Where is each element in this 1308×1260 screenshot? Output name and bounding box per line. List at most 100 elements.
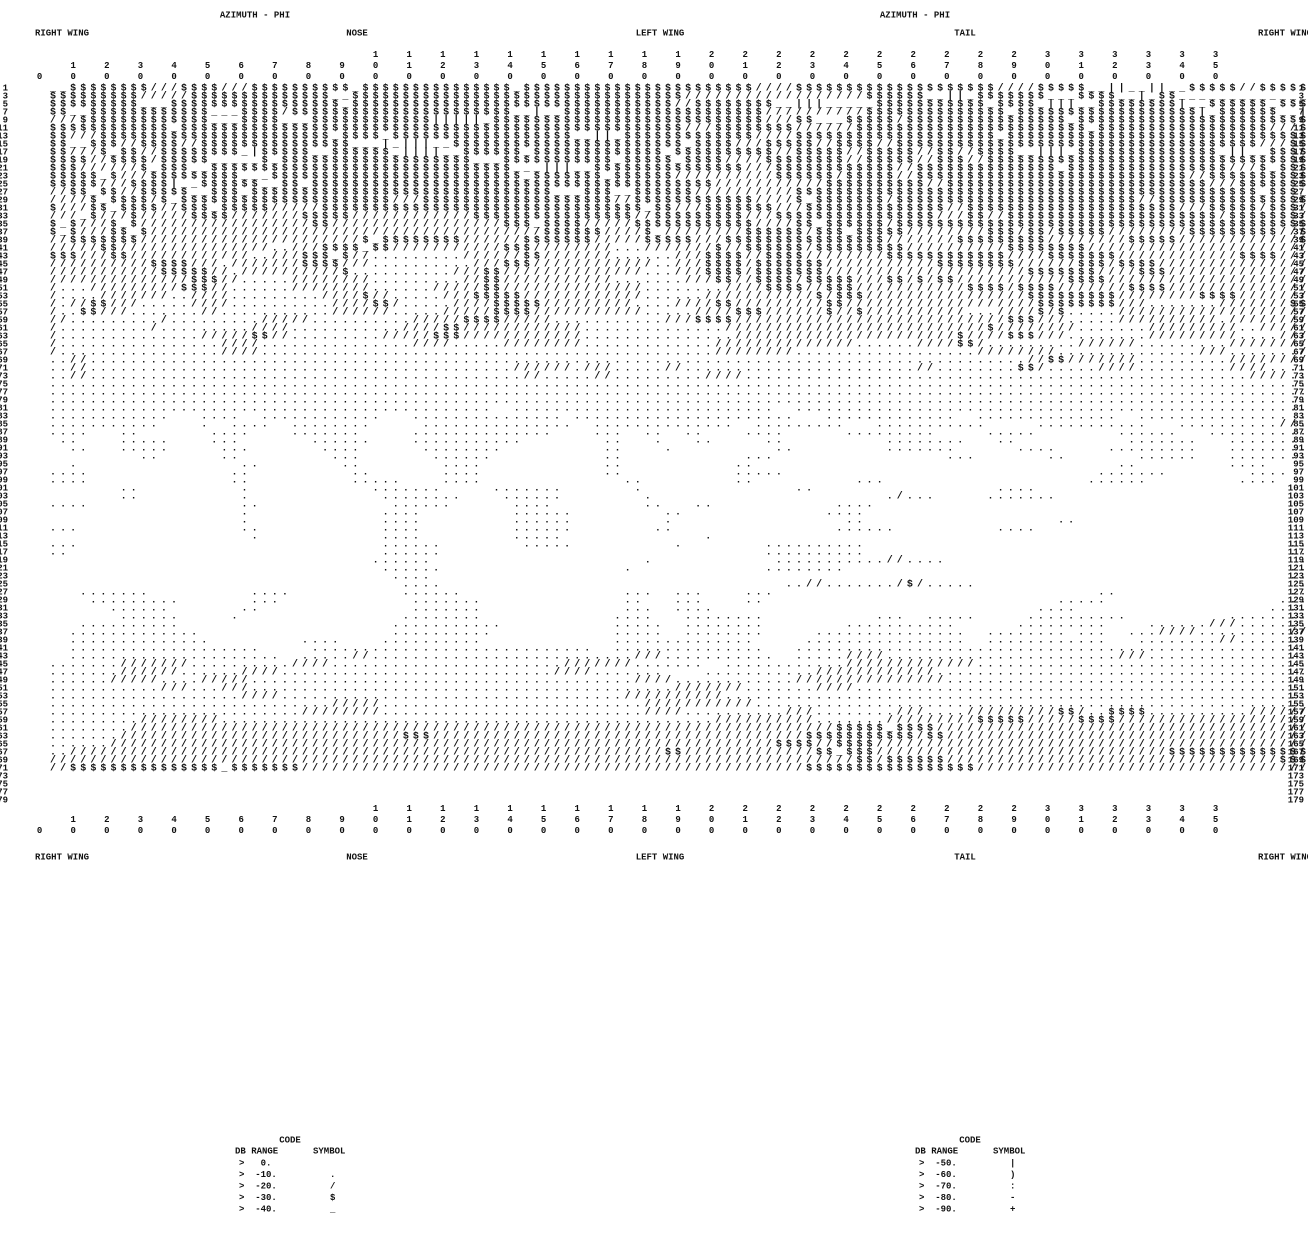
column-label: 70 — [270, 815, 280, 837]
legend-symbol: - — [1010, 1193, 1015, 1203]
column-label: 40 — [169, 61, 179, 83]
column-label: 130 — [471, 804, 481, 837]
column-label: 140 — [505, 804, 515, 837]
header-label: TAIL — [954, 28, 976, 38]
column-label: 280 — [975, 50, 985, 83]
column-label: 310 — [1076, 804, 1086, 837]
legend-symbol: . — [330, 1170, 335, 1180]
column-label: 90 — [337, 61, 347, 83]
legend-range: > -40. — [239, 1204, 277, 1214]
column-label: 290 — [1009, 50, 1019, 83]
column-label: 130 — [471, 50, 481, 83]
column-label: 60 — [236, 815, 246, 837]
legend-range: > -50. — [919, 1158, 957, 1168]
column-label: 80 — [303, 61, 313, 83]
legend-header: DB RANGE — [235, 1146, 279, 1156]
column-label: 300 — [1043, 804, 1053, 837]
column-label: 280 — [975, 804, 985, 837]
legend-range: > -20. — [239, 1181, 277, 1191]
column-label: 160 — [572, 50, 582, 83]
column-label: 150 — [539, 50, 549, 83]
column-label: 80 — [303, 815, 313, 837]
column-label: 220 — [774, 804, 784, 837]
column-label: 60 — [236, 61, 246, 83]
legend-title: CODE — [959, 1135, 981, 1145]
column-label: 260 — [908, 50, 918, 83]
column-label: 150 — [539, 804, 549, 837]
column-label: 240 — [841, 50, 851, 83]
legend-header: SYMBOL — [993, 1146, 1025, 1156]
column-label: 210 — [740, 804, 750, 837]
header-label: LEFT WING — [636, 28, 685, 38]
column-label: 40 — [169, 815, 179, 837]
legend-symbol: + — [1010, 1204, 1015, 1214]
header-title: AZIMUTH - PHI — [880, 10, 950, 20]
header-title: AZIMUTH - PHI — [220, 10, 290, 20]
column-label: 100 — [371, 50, 381, 83]
column-label: 0 — [35, 72, 45, 83]
legend-range: > -10. — [239, 1170, 277, 1180]
legend-range: > 0. — [239, 1158, 271, 1168]
column-label: 30 — [135, 61, 145, 83]
column-label: 10 — [68, 61, 78, 83]
column-label: 50 — [203, 815, 213, 837]
column-label: 190 — [673, 804, 683, 837]
column-label: 70 — [270, 61, 280, 83]
column-label: 100 — [371, 804, 381, 837]
legend-title: CODE — [279, 1135, 301, 1145]
legend-symbol: _ — [329, 1204, 336, 1214]
column-label: 220 — [774, 50, 784, 83]
column-label: 340 — [1177, 50, 1187, 83]
column-label: 110 — [404, 804, 414, 837]
column-label: 260 — [908, 804, 918, 837]
column-label: 240 — [841, 804, 851, 837]
column-label: 170 — [606, 804, 616, 837]
legend-range: > -90. — [919, 1204, 957, 1214]
column-label: 120 — [438, 50, 448, 83]
column-label: 30 — [135, 815, 145, 837]
column-label: 330 — [1143, 50, 1153, 83]
legend-symbol: / — [330, 1181, 335, 1191]
pattern-row: //$$$$$$$$$$$$$$$_$$$$$$$///////////////… — [50, 763, 1308, 775]
legend-symbol: : — [1010, 1181, 1015, 1191]
column-label: 320 — [1110, 50, 1120, 83]
column-label: 350 — [1211, 804, 1221, 837]
legend-symbol: ) — [1010, 1170, 1015, 1180]
printout: AZIMUTH - PHI AZIMUTH - PHI RIGHT WING NOSE… — [0, 0, 1308, 1260]
footer-label: LEFT WING — [636, 852, 685, 862]
column-label: 190 — [673, 50, 683, 83]
legend-range: > -30. — [239, 1193, 277, 1203]
legend-header: SYMBOL — [313, 1146, 345, 1156]
column-label: 230 — [807, 804, 817, 837]
column-label: 120 — [438, 804, 448, 837]
footer-label: TAIL — [954, 852, 976, 862]
column-label: 170 — [606, 50, 616, 83]
header-label: NOSE — [346, 28, 368, 38]
column-label: 20 — [102, 61, 112, 83]
column-label: 250 — [875, 50, 885, 83]
column-label: 50 — [203, 61, 213, 83]
row-label: 179 — [1288, 795, 1304, 805]
column-label: 230 — [807, 50, 817, 83]
column-label: 340 — [1177, 804, 1187, 837]
column-label: 10 — [68, 815, 78, 837]
legend-range: > -80. — [919, 1193, 957, 1203]
column-label: 180 — [639, 50, 649, 83]
column-label: 140 — [505, 50, 515, 83]
column-label: 110 — [404, 50, 414, 83]
column-label: 250 — [875, 804, 885, 837]
column-label: 210 — [740, 50, 750, 83]
legend-range: > -60. — [919, 1170, 957, 1180]
column-label: 310 — [1076, 50, 1086, 83]
legend-symbol: | — [1010, 1158, 1015, 1168]
column-label: 350 — [1211, 50, 1221, 83]
footer-label: RIGHT WING — [35, 852, 89, 862]
column-label: 270 — [942, 50, 952, 83]
column-label: 160 — [572, 804, 582, 837]
column-label: 270 — [942, 804, 952, 837]
legend-header: DB RANGE — [915, 1146, 959, 1156]
column-label: 330 — [1143, 804, 1153, 837]
footer-label: NOSE — [346, 852, 368, 862]
footer-label: RIGHT WING — [1258, 852, 1308, 862]
column-label: 90 — [337, 815, 347, 837]
